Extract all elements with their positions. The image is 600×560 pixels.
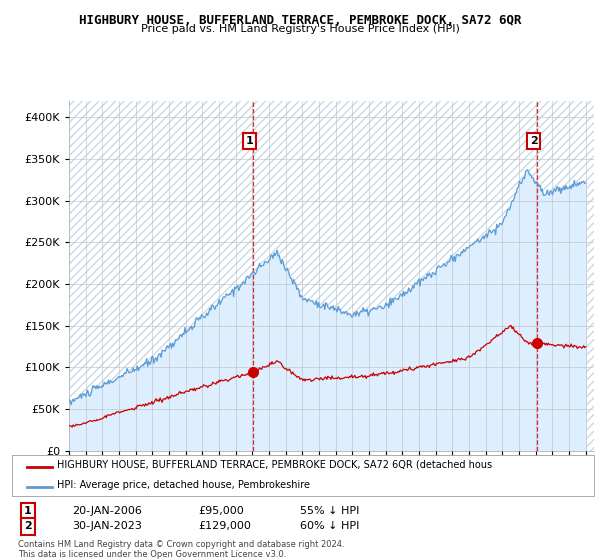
Text: 55% ↓ HPI: 55% ↓ HPI <box>300 506 359 516</box>
Text: HIGHBURY HOUSE, BUFFERLAND TERRACE, PEMBROKE DOCK, SA72 6QR: HIGHBURY HOUSE, BUFFERLAND TERRACE, PEMB… <box>79 14 521 27</box>
Text: 60% ↓ HPI: 60% ↓ HPI <box>300 521 359 531</box>
Text: 2: 2 <box>24 521 32 531</box>
Text: 1: 1 <box>246 136 254 146</box>
Text: HPI: Average price, detached house, Pembrokeshire: HPI: Average price, detached house, Pemb… <box>57 479 310 489</box>
Text: Contains HM Land Registry data © Crown copyright and database right 2024.
This d: Contains HM Land Registry data © Crown c… <box>18 540 344 559</box>
Text: 20-JAN-2006: 20-JAN-2006 <box>72 506 142 516</box>
Text: Price paid vs. HM Land Registry's House Price Index (HPI): Price paid vs. HM Land Registry's House … <box>140 24 460 34</box>
Text: £129,000: £129,000 <box>198 521 251 531</box>
Text: 30-JAN-2023: 30-JAN-2023 <box>72 521 142 531</box>
Text: 1: 1 <box>24 506 32 516</box>
Text: HIGHBURY HOUSE, BUFFERLAND TERRACE, PEMBROKE DOCK, SA72 6QR (detached hous: HIGHBURY HOUSE, BUFFERLAND TERRACE, PEMB… <box>57 459 492 469</box>
Text: £95,000: £95,000 <box>198 506 244 516</box>
Text: 2: 2 <box>530 136 538 146</box>
